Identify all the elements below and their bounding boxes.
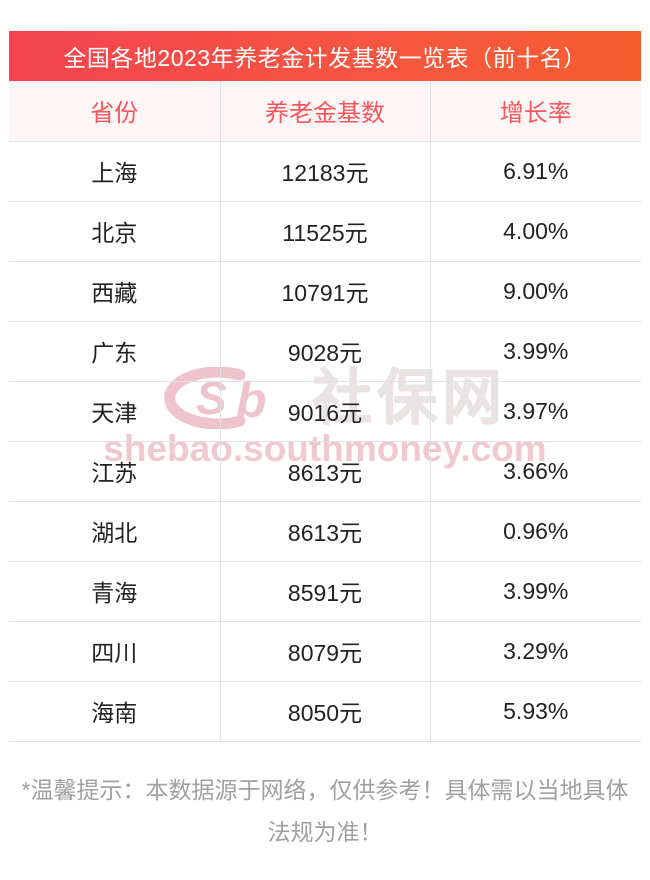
table-row: 天津 9016元 3.97% (9, 381, 641, 442)
cell-growth: 6.91% (430, 141, 641, 202)
cell-base: 10791元 (220, 261, 431, 322)
cell-base: 11525元 (220, 201, 431, 262)
title-banner: 全国各地2023年养老金计发基数一览表（前十名） (9, 31, 641, 81)
table-row: 四川 8079元 3.29% (9, 621, 641, 682)
cell-province: 江苏 (9, 441, 221, 502)
cell-base: 8079元 (220, 621, 431, 682)
cell-growth: 9.00% (430, 261, 641, 322)
cell-base: 8613元 (220, 441, 431, 502)
cell-province: 北京 (9, 201, 221, 262)
table-row: 上海 12183元 6.91% (9, 141, 641, 202)
cell-province: 海南 (9, 681, 221, 742)
cell-province: 湖北 (9, 501, 221, 562)
cell-province: 广东 (9, 321, 221, 382)
cell-base: 8613元 (220, 501, 431, 562)
pension-table: 省份 养老金基数 增长率 上海 12183元 6.91% 北京 11525元 4… (9, 81, 641, 742)
cell-growth: 0.96% (430, 501, 641, 562)
cell-growth: 3.29% (430, 621, 641, 682)
col-header-growth: 增长率 (430, 81, 641, 142)
table-row: 北京 11525元 4.00% (9, 201, 641, 262)
table-row: 江苏 8613元 3.66% (9, 441, 641, 502)
cell-province: 西藏 (9, 261, 221, 322)
cell-base: 8591元 (220, 561, 431, 622)
cell-province: 天津 (9, 381, 221, 442)
col-header-base: 养老金基数 (220, 81, 431, 142)
footer-disclaimer: *温馨提示：本数据源于网络，仅供参考！具体需以当地具体法规为准！ (21, 777, 629, 845)
cell-growth: 5.93% (430, 681, 641, 742)
cell-growth: 3.66% (430, 441, 641, 502)
cell-province: 青海 (9, 561, 221, 622)
cell-province: 上海 (9, 141, 221, 202)
cell-growth: 3.99% (430, 321, 641, 382)
table-row: 广东 9028元 3.99% (9, 321, 641, 382)
cell-growth: 4.00% (430, 201, 641, 262)
table-row: 海南 8050元 5.93% (9, 681, 641, 742)
cell-base: 9016元 (220, 381, 431, 442)
cell-base: 9028元 (220, 321, 431, 382)
cell-province: 四川 (9, 621, 221, 682)
col-header-province: 省份 (9, 81, 221, 142)
pension-table-wrap: 省份 养老金基数 增长率 上海 12183元 6.91% 北京 11525元 4… (9, 81, 641, 742)
cell-growth: 3.97% (430, 381, 641, 442)
cell-base: 12183元 (220, 141, 431, 202)
page-title: 全国各地2023年养老金计发基数一览表（前十名） (63, 45, 587, 71)
table-header-row: 省份 养老金基数 增长率 (9, 81, 641, 142)
table-row: 西藏 10791元 9.00% (9, 261, 641, 322)
table-row: 湖北 8613元 0.96% (9, 501, 641, 562)
cell-growth: 3.99% (430, 561, 641, 622)
table-row: 青海 8591元 3.99% (9, 561, 641, 622)
cell-base: 8050元 (220, 681, 431, 742)
